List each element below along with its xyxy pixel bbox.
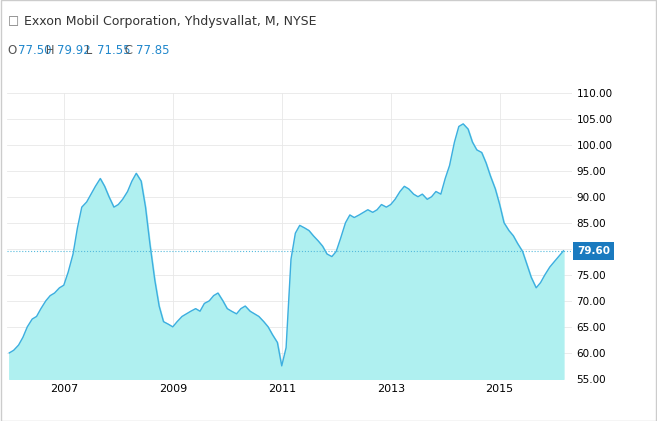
Text: Exxon Mobil Corporation, Yhdysvallat, M, NYSE: Exxon Mobil Corporation, Yhdysvallat, M,… [24, 15, 316, 28]
Text: 77.85: 77.85 [136, 44, 170, 57]
Text: □: □ [8, 15, 19, 28]
Text: H: H [42, 44, 58, 57]
Text: L: L [81, 44, 96, 57]
Text: 71.55: 71.55 [97, 44, 130, 57]
Text: 79.92: 79.92 [57, 44, 91, 57]
Text: 79.60: 79.60 [577, 246, 610, 256]
Text: C: C [121, 44, 137, 57]
Text: 77.50: 77.50 [18, 44, 51, 57]
Text: O: O [8, 44, 21, 57]
